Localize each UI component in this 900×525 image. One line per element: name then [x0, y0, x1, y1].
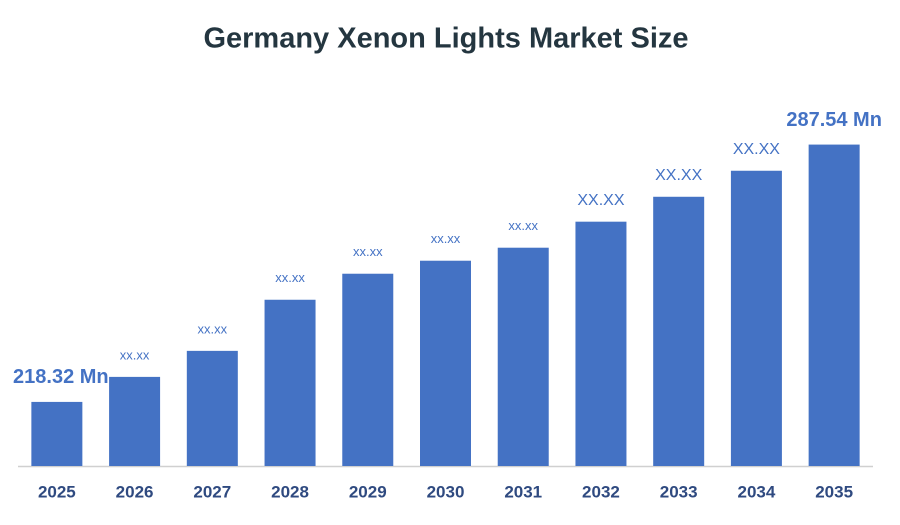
- bar: [109, 376, 161, 466]
- value-label: xx.xx: [353, 244, 383, 259]
- bar: [31, 401, 83, 466]
- value-label: XX.XX: [655, 167, 702, 184]
- value-label: xx.xx: [120, 347, 150, 362]
- bar: [186, 350, 238, 466]
- value-label: xx.xx: [198, 321, 228, 336]
- bar: [342, 273, 394, 466]
- x-tick-label: 2032: [582, 482, 620, 501]
- value-label: xx.xx: [431, 231, 461, 246]
- bar: [420, 260, 471, 466]
- x-tick-label: 2027: [193, 482, 231, 501]
- bar: [653, 196, 705, 466]
- x-tick-label: 2035: [815, 482, 853, 501]
- x-tick-label: 2026: [116, 482, 154, 501]
- x-tick-label: 2033: [660, 482, 698, 501]
- value-label: XX.XX: [577, 192, 624, 209]
- bar: [497, 247, 549, 466]
- value-label: XX.XX: [733, 141, 780, 158]
- value-label: xx.xx: [508, 218, 538, 233]
- x-tick-label: 2025: [38, 482, 76, 501]
- x-tick-label: 2030: [427, 482, 465, 501]
- bar: [808, 144, 860, 466]
- x-tick-label: 2034: [737, 482, 775, 501]
- value-label: 218.32 Mn: [13, 366, 109, 388]
- x-tick-label: 2028: [271, 482, 309, 501]
- bar: [264, 299, 316, 466]
- value-label: 287.54 Mn: [786, 109, 882, 131]
- bar: [730, 170, 782, 466]
- x-tick-label: 2031: [504, 482, 542, 501]
- chart-title: Germany Xenon Lights Market Size: [203, 23, 688, 55]
- bar: [575, 221, 627, 466]
- x-tick-label: 2029: [349, 482, 387, 501]
- value-label: xx.xx: [275, 270, 305, 285]
